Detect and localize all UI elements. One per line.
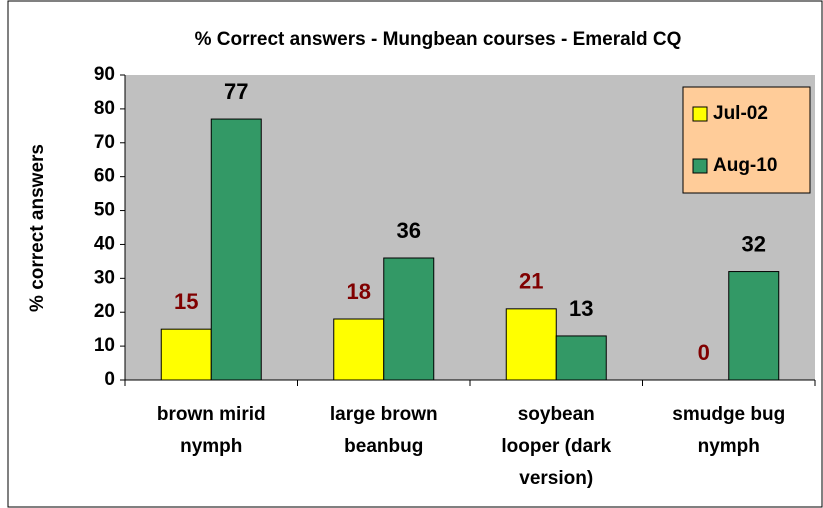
chart-title: % Correct answers - Mungbean courses - E… bbox=[195, 29, 682, 50]
bar bbox=[210, 118, 262, 381]
bar bbox=[160, 328, 212, 381]
y-tick-label: 30 bbox=[94, 267, 115, 288]
x-tick-label: nymph bbox=[180, 436, 242, 457]
x-tick-label: beanbug bbox=[344, 436, 423, 457]
x-tick-label: nymph bbox=[698, 436, 760, 457]
legend-swatch bbox=[692, 158, 708, 174]
x-tick-label: large brown bbox=[330, 404, 438, 425]
data-label: 15 bbox=[174, 289, 198, 314]
legend-box bbox=[682, 86, 811, 194]
y-tick-label: 90 bbox=[94, 64, 115, 85]
y-tick-label: 50 bbox=[94, 200, 115, 221]
bar bbox=[333, 318, 385, 381]
data-label: 18 bbox=[347, 279, 371, 304]
x-tick-label: soybean bbox=[518, 404, 595, 425]
y-tick-label: 80 bbox=[94, 98, 115, 119]
y-tick-label: 20 bbox=[94, 301, 115, 322]
legend-label: Aug-10 bbox=[713, 155, 777, 176]
data-label: 36 bbox=[397, 218, 421, 243]
x-tick-label: smudge bug bbox=[672, 404, 785, 425]
y-tick-label: 0 bbox=[104, 369, 115, 390]
bar bbox=[555, 335, 607, 381]
legend-label: Jul-02 bbox=[713, 103, 768, 124]
y-tick-label: 10 bbox=[94, 335, 115, 356]
legend-swatch bbox=[692, 106, 708, 122]
bar bbox=[383, 257, 435, 381]
y-tick-label: 60 bbox=[94, 166, 115, 187]
y-axis-label: % correct answers bbox=[27, 144, 48, 312]
data-label: 0 bbox=[698, 340, 710, 365]
x-tick-label: version) bbox=[519, 468, 593, 489]
y-tick-label: 70 bbox=[94, 132, 115, 153]
x-tick-label: brown mirid bbox=[157, 404, 266, 425]
bar bbox=[728, 271, 780, 381]
bar bbox=[505, 308, 557, 381]
data-label: 77 bbox=[224, 79, 248, 104]
x-tick-label: looper (dark bbox=[501, 436, 611, 457]
data-label: 32 bbox=[742, 231, 766, 256]
data-label: 21 bbox=[519, 269, 543, 294]
y-tick-label: 40 bbox=[94, 233, 115, 254]
data-label: 13 bbox=[569, 296, 593, 321]
